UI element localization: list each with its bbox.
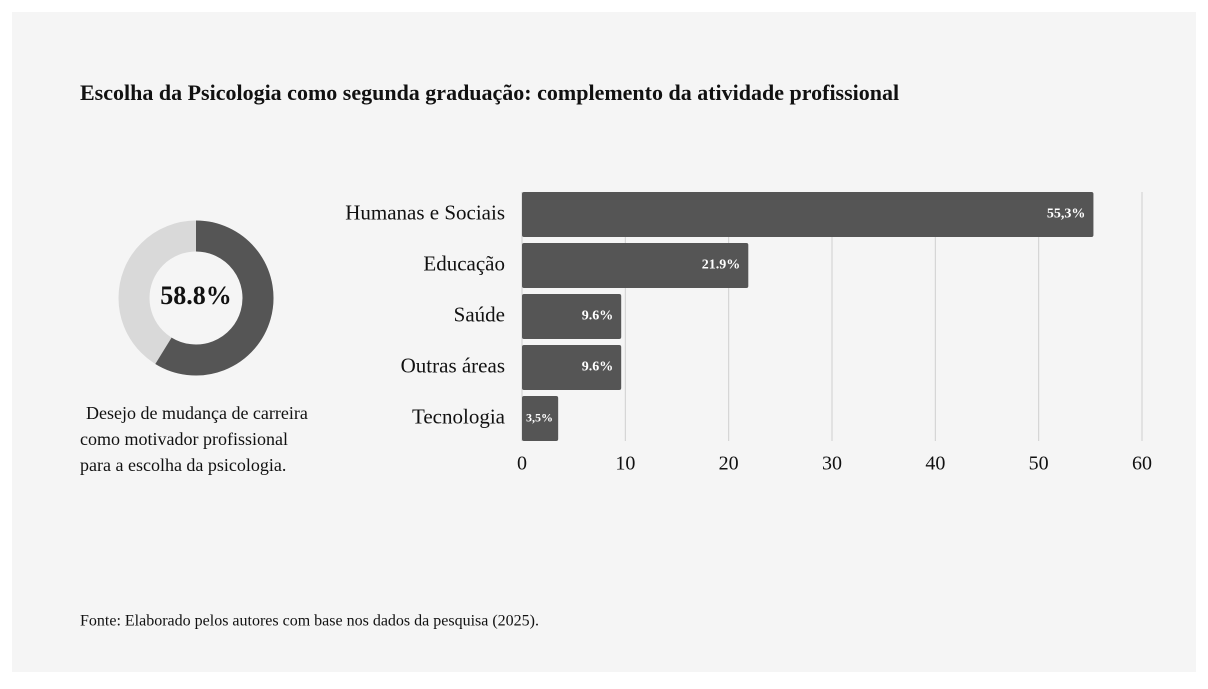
donut-label: 58.8% (160, 281, 232, 310)
bar (522, 192, 1094, 237)
value-label: 9.6% (582, 309, 614, 324)
x-tick-label: 60 (1132, 453, 1152, 475)
caption-line: como motivador profissional (80, 429, 288, 449)
source: Fonte: Elaborado pelos autores com base … (80, 613, 539, 630)
title: Escolha da Psicologia como segunda gradu… (80, 80, 899, 105)
value-label: 55,3% (1047, 207, 1086, 222)
y-tick-label: Outras áreas (401, 353, 505, 377)
x-tick-label: 30 (822, 453, 842, 475)
bar (522, 294, 622, 339)
bar (522, 345, 622, 390)
bar (522, 396, 559, 441)
caption-line: para a escolha da psicologia. (80, 455, 286, 475)
y-tick-label: Saúde (454, 302, 505, 326)
y-tick-label: Tecnologia (412, 404, 506, 428)
x-tick-label: 10 (615, 453, 635, 475)
x-tick-label: 0 (517, 453, 527, 475)
bar (522, 243, 749, 288)
x-tick-label: 50 (1029, 453, 1049, 475)
x-tick-label: 20 (719, 453, 739, 475)
panel (12, 12, 1196, 672)
x-tick-label: 40 (925, 453, 945, 475)
y-tick-label: Educação (423, 251, 505, 275)
value-label: 21.9% (702, 258, 741, 273)
y-tick-label: Humanas e Sociais (345, 200, 505, 224)
caption-line: Desejo de mudança de carreira (86, 403, 308, 423)
donut-arc (155, 220, 274, 376)
value-label: 3,5% (526, 410, 553, 424)
value-label: 9.6% (582, 360, 614, 375)
